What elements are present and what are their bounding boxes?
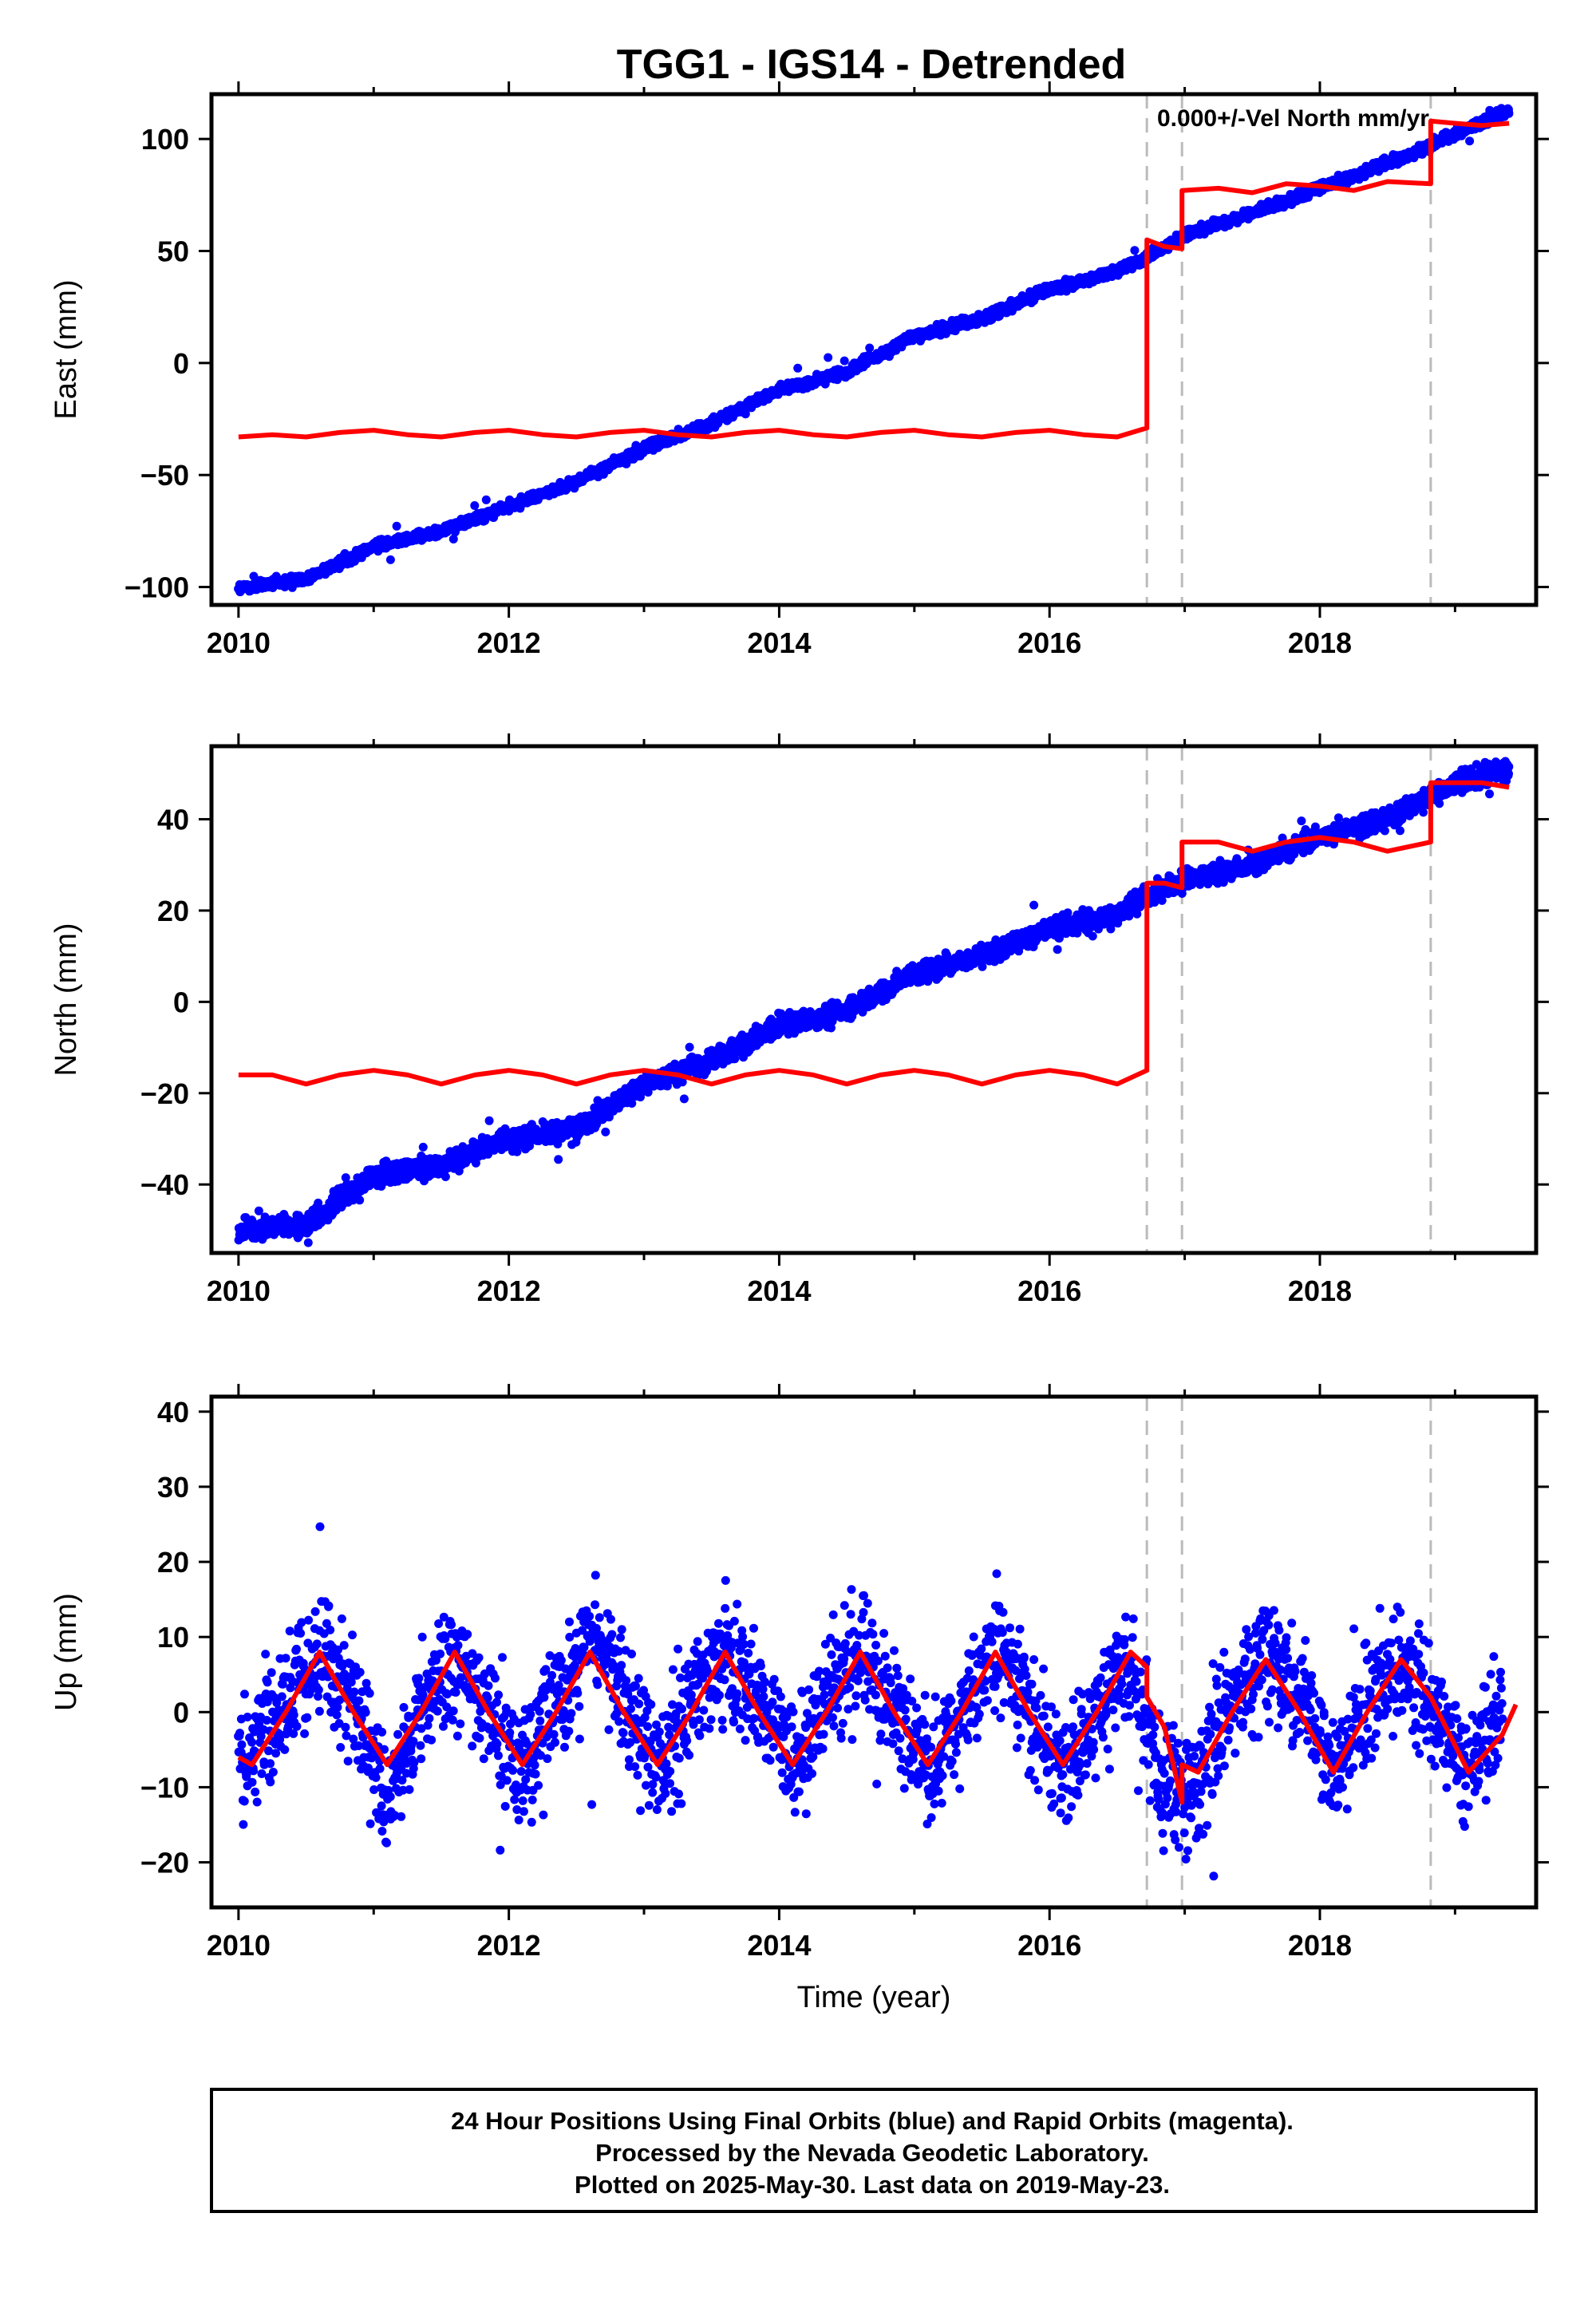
chart-title: TGG1 - IGS14 - Detrended: [617, 41, 1127, 88]
data-point: [1130, 246, 1140, 255]
x-tick-label: 2014: [747, 626, 811, 659]
data-point: [385, 555, 395, 564]
data-point: [481, 495, 491, 504]
x-tick-label: 2016: [1017, 626, 1081, 659]
data-point: [440, 1172, 450, 1181]
data-point: [418, 1142, 428, 1152]
data-point: [824, 353, 833, 362]
data-point: [839, 356, 849, 366]
data-point: [448, 535, 458, 543]
data-point: [392, 521, 401, 531]
data-point: [249, 571, 259, 581]
data-point: [355, 1196, 365, 1205]
data-point: [685, 1042, 694, 1052]
series-points: [234, 757, 1514, 1247]
data-point: [470, 501, 480, 510]
velocity-annotation: 0.000+/-Vel North mm/yr: [1157, 105, 1429, 132]
data-point: [303, 1238, 313, 1247]
x-tick-label: 2012: [477, 626, 541, 659]
x-tick-label: 2018: [1288, 626, 1352, 659]
data-point: [1504, 109, 1514, 118]
series-model: [238, 118, 1510, 440]
series-points: [234, 104, 1514, 597]
data-point: [601, 1127, 610, 1136]
y-tick-label: 100: [141, 123, 189, 156]
data-point: [865, 343, 875, 353]
data-point: [679, 1094, 689, 1104]
data-point: [484, 1116, 494, 1125]
y-tick-label: −50: [140, 459, 189, 492]
data-point: [793, 363, 803, 373]
panel-east: 2010 2012 2014 2016 2018 −100 −50 0 50 100 East (m…: [49, 81, 1549, 659]
y-tick-label: 50: [157, 235, 189, 267]
data-point: [1465, 136, 1475, 146]
y-tick-label: 0: [173, 347, 189, 380]
y-tick-label: −100: [124, 571, 189, 604]
y-axis-label: East (mm): [49, 279, 83, 419]
x-tick-label: 2010: [207, 626, 271, 659]
plot-frame: [209, 92, 1539, 607]
data-point: [554, 1155, 563, 1164]
panels: 2010 2012 2014 2016 2018 −100 −50 0 50 100 East (m…: [49, 81, 1549, 2014]
